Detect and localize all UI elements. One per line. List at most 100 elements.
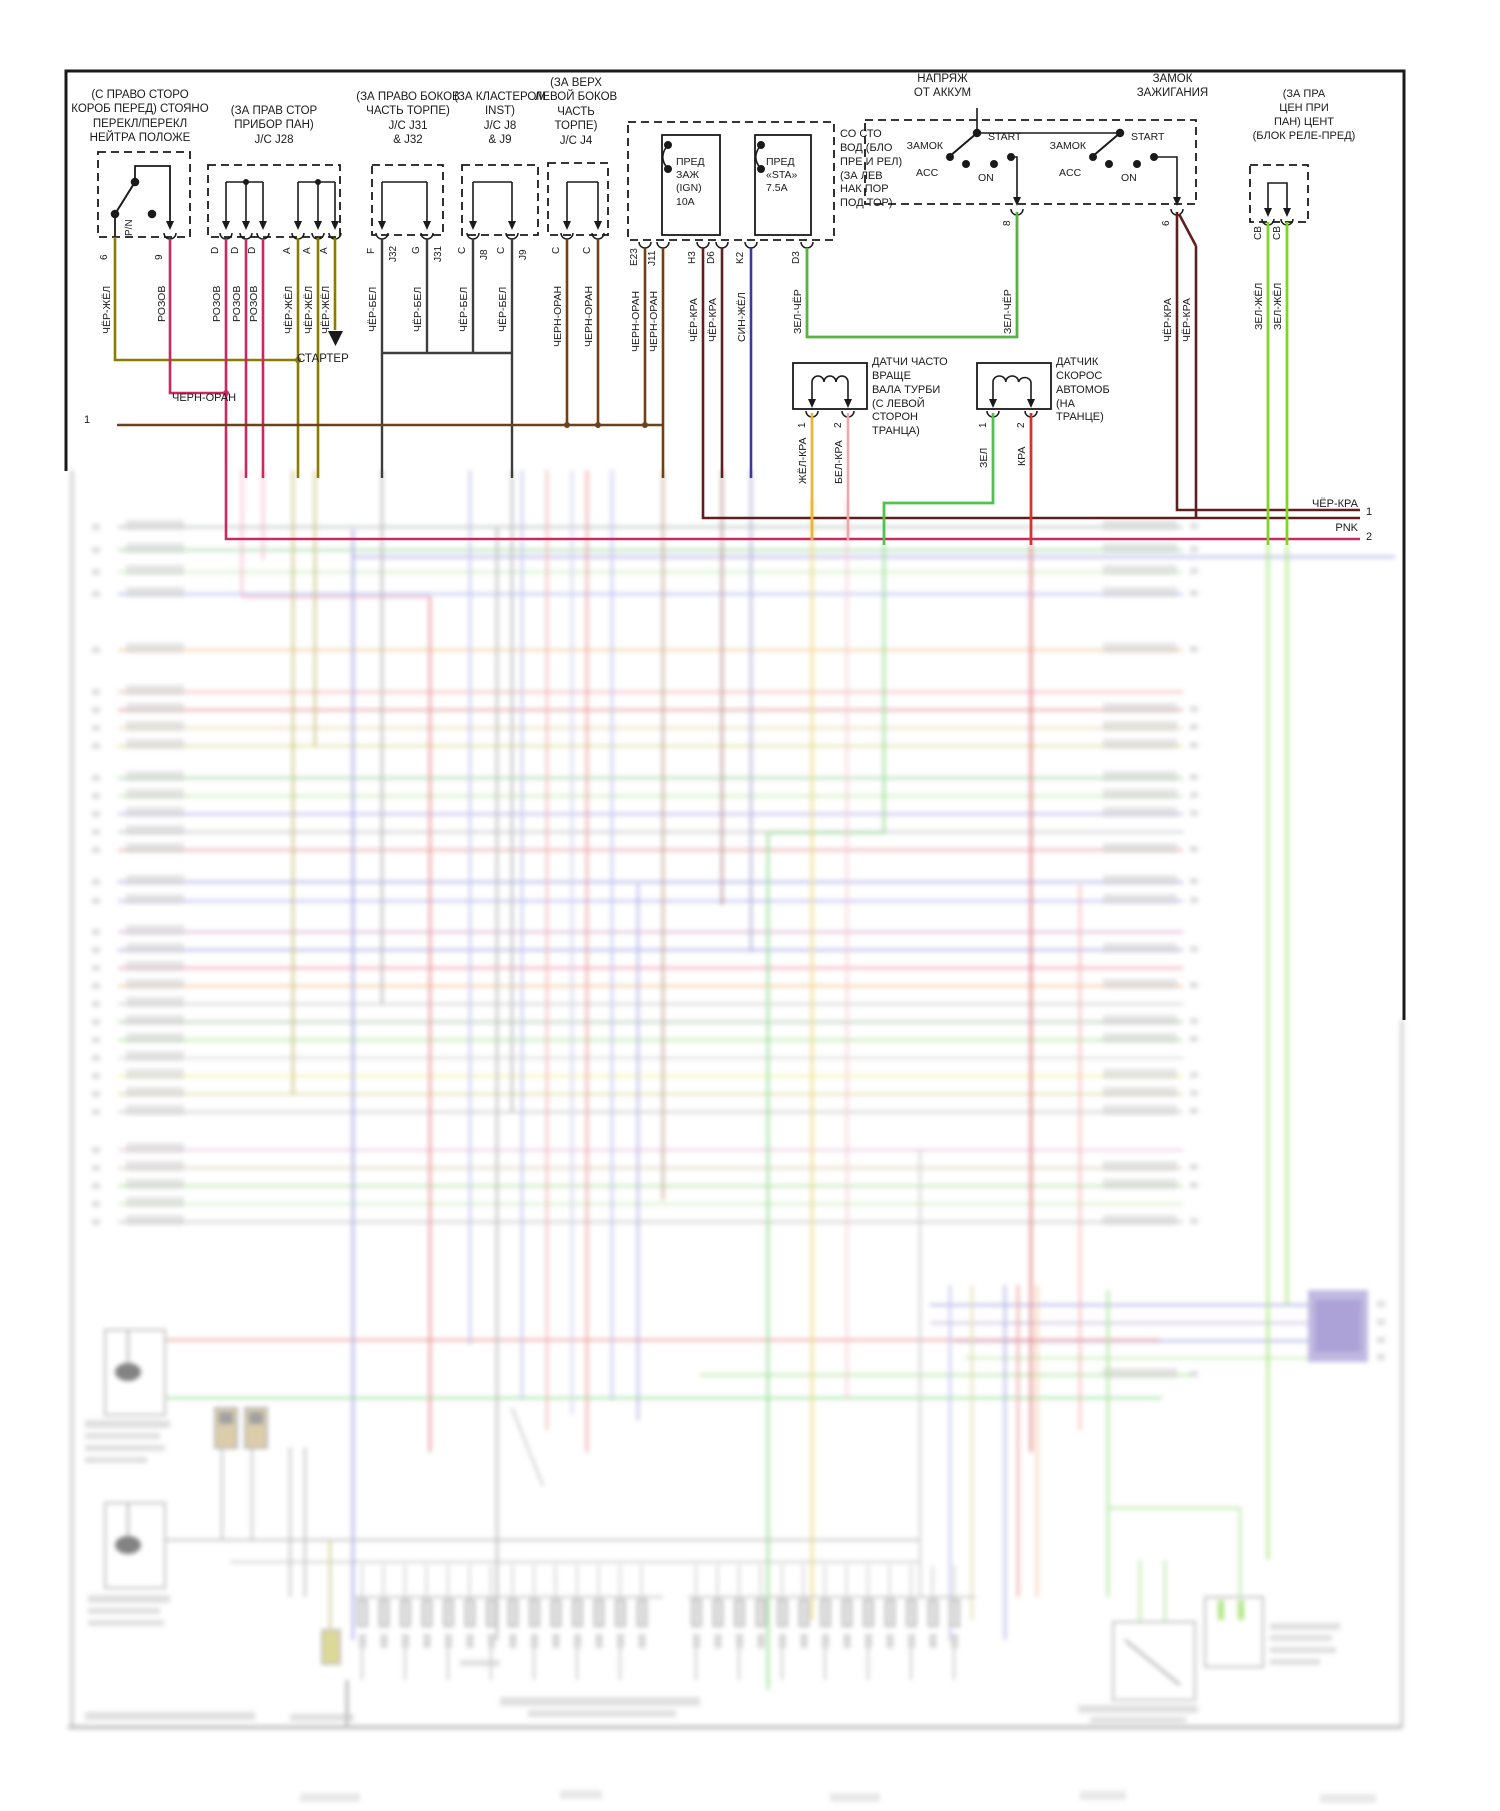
bus-junction-dots xyxy=(564,422,648,428)
ign-pos-acc-2: ACC xyxy=(1059,167,1082,179)
wire-label-rozov: РОЗОВ xyxy=(156,285,168,322)
sensor2-pin-2: 2 xyxy=(1016,422,1027,428)
wire-label-cher-bel: ЧЁР-БЕЛ xyxy=(458,286,470,332)
ignition-switch-symbol xyxy=(945,108,1178,204)
right-exit-ref-1: 1 xyxy=(1366,506,1373,518)
wire-label-rozov: РОЗОВ xyxy=(211,285,223,322)
pin-j31: J31 xyxy=(433,245,444,262)
ignition-lock-title: ЗАМОК ЗАЖИГАНИЯ xyxy=(1136,73,1209,100)
wire-label-chern-oran: ЧЕРН-ОРАН xyxy=(552,285,564,347)
wire-label-rozov: РОЗОВ xyxy=(248,285,260,322)
wire-label-cher-zhel: ЧЁР-ЖЁЛ xyxy=(303,285,315,334)
wire-cher-bel xyxy=(380,239,514,478)
pin-9: 9 xyxy=(154,254,165,260)
right-exit-cher-kra: ЧЁР-КРА xyxy=(1311,498,1358,510)
ign-pos-on-2: ON xyxy=(1121,172,1137,184)
wire-label-sin-zhel: СИН-ЖЁЛ xyxy=(736,292,748,342)
wire-label-zel-zhel: ЗЕЛ-ЖЁЛ xyxy=(1253,282,1265,330)
pin-c4: C xyxy=(582,246,593,254)
ign-pos-lock-1: ЗАМОК xyxy=(906,140,943,152)
junction-dot xyxy=(295,357,301,363)
ign-pos-acc-1: ACC xyxy=(916,167,939,179)
right-exit-ref-2: 2 xyxy=(1366,531,1373,543)
pin-d3: D3 xyxy=(791,251,802,264)
pin-d6: D6 xyxy=(706,251,717,264)
comb-junction-dots xyxy=(243,179,321,185)
j8-9-label: (ЗА КЛАСТЕРОМ INST) J/C J8 & J9 xyxy=(454,91,546,147)
sensor2-pin-1: 1 xyxy=(978,422,989,428)
pn-switch-label: (С ПРАВО СТОРО КОРОБ ПЕРЕД) СТОЯНО ПЕРЕК… xyxy=(71,89,209,145)
wire-rozov xyxy=(168,239,1360,541)
pin-sv1: СВ xyxy=(1253,226,1264,240)
wire-label-zhel-kra: ЖЁЛ-КРА xyxy=(797,437,809,484)
ign-pos-on-1: ON xyxy=(978,172,994,184)
wire-chern-oran xyxy=(117,239,665,478)
j31-32-label: (ЗА ПРАВО БОКОВ ЧАСТЬ ТОРПЕ) J/C J31 & J… xyxy=(356,91,460,147)
wire-label-cher-kra: ЧЁР-КРА xyxy=(1181,298,1193,342)
pin-a3: A xyxy=(319,247,330,254)
pin-a2: A xyxy=(302,247,313,254)
wire-label-zel-cher: ЗЕЛ-ЧЁР xyxy=(792,289,804,334)
wire-label-cher-zhel: ЧЁР-ЖЁЛ xyxy=(283,285,295,334)
wire-label-kra: КРА xyxy=(1016,446,1028,466)
sensor-coil-icons xyxy=(811,375,1032,402)
wire-label-cher-zhel: ЧЁР-ЖЁЛ xyxy=(101,285,113,334)
pin-6: 6 xyxy=(99,254,110,260)
pin-8: 8 xyxy=(1002,220,1013,226)
wire-label-bel-kra: БЕЛ-КРА xyxy=(833,440,845,484)
pin-e23: E23 xyxy=(629,248,640,266)
right-exit-pnk: PNK xyxy=(1335,522,1358,534)
wire-zel xyxy=(882,413,995,545)
wire-zel-zhel xyxy=(1266,222,1289,545)
wire-label-zel-zhel: ЗЕЛ-ЖЁЛ xyxy=(1272,282,1284,330)
pin-d2: D xyxy=(230,246,241,254)
fuse-box-note: СО СТО ВОД (БЛО ПРЕ И РЕЛ) (ЗА ЛЕВ НАК П… xyxy=(840,128,903,210)
wire-label-zel-cher: ЗЕЛ-ЧЁР xyxy=(1002,289,1014,334)
pin-c1: C xyxy=(457,246,468,254)
pin-j8: J8 xyxy=(479,249,490,260)
wire-label-cher-kra: ЧЁР-КРА xyxy=(707,298,719,342)
wire-label-rozov: РОЗОВ xyxy=(231,285,243,322)
pin-sv2: СВ xyxy=(1272,226,1283,240)
wire-label-cher-bel: ЧЁР-БЕЛ xyxy=(367,286,379,332)
pin-a1: A xyxy=(282,247,293,254)
j4-label: (ЗА ВЕРХ ЛЕВОЙ БОКОВ ЧАСТЬ ТОРПЕ) J/C J4 xyxy=(534,77,618,147)
wire-label-chern-oran: ЧЕРН-ОРАН xyxy=(583,285,595,347)
wire-label-chern-oran: ЧЕРН-ОРАН xyxy=(630,290,642,352)
pin-6-ign: 6 xyxy=(1161,220,1172,226)
wire-label-zel: ЗЕЛ xyxy=(978,447,990,468)
fuse-elements xyxy=(661,141,765,174)
pin-j32: J32 xyxy=(388,245,399,262)
ign-pos-start-1: START xyxy=(988,131,1022,143)
turbine-sensor-label: ДАТЧИ ЧАСТО ВРАЩЕ ВАЛА ТУРБИ (С ЛЕВОЙ СТ… xyxy=(872,356,948,438)
fuse-ign-label: ПРЕД ЗАЖ (IGN) 10А xyxy=(676,156,705,208)
starter-arrow-icon xyxy=(328,331,343,346)
bus-wire-label: ЧЕРН-ОРАН xyxy=(172,392,237,404)
solid-boxes xyxy=(661,134,1052,410)
ign-pos-lock-2: ЗАМОК xyxy=(1049,140,1086,152)
wire-label-cher-zhel: ЧЁР-ЖЁЛ xyxy=(320,285,332,334)
pin-f: F xyxy=(366,247,377,254)
wire-label-cher-bel: ЧЁР-БЕЛ xyxy=(412,286,424,332)
battery-voltage-title: НАПРЯЖ ОТ АККУМ xyxy=(913,73,972,100)
sensor1-pin-2: 2 xyxy=(833,422,844,428)
pin-j9: J9 xyxy=(518,249,529,260)
pin-c3: C xyxy=(551,246,562,254)
pin-d3: D xyxy=(247,246,258,254)
speed-sensor-label: ДАТЧИК СКОРОС АВТОМОБ (НА ТРАНЦЕ) xyxy=(1056,356,1110,424)
wire-cher-kra xyxy=(701,212,1360,520)
pin-d1: D xyxy=(210,246,221,254)
wire-zel-cher xyxy=(805,212,1019,339)
component-boxes xyxy=(97,119,1309,241)
wire-label-cher-bel: ЧЁР-БЕЛ xyxy=(497,286,509,332)
pin-h3: H3 xyxy=(687,251,698,264)
wire-label-cher-kra: ЧЁР-КРА xyxy=(688,298,700,342)
pin-k2: K2 xyxy=(735,251,746,264)
diagram-border xyxy=(64,69,1406,1020)
ign-pos-start-2: START xyxy=(1131,131,1165,143)
fuse-sta-label: ПРЕД «STA» 7.5А xyxy=(766,156,798,195)
